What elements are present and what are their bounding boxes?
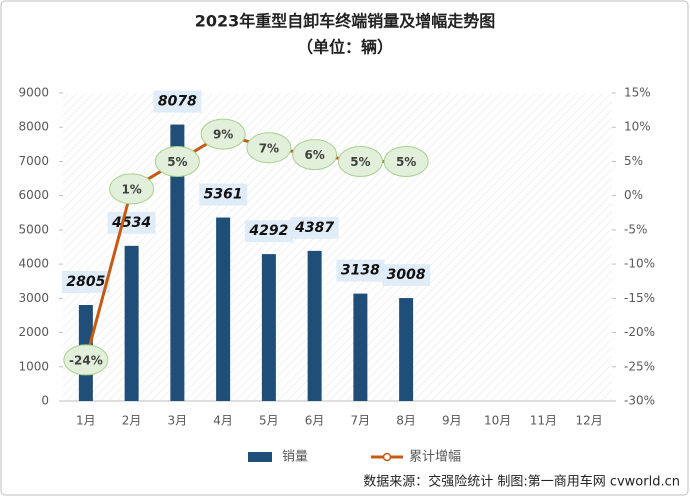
- y2-tick-label: -20%: [624, 325, 655, 339]
- bar-label: 4292: [248, 223, 288, 239]
- legend-marker: [382, 452, 392, 462]
- y2-tick-label: 0%: [624, 188, 643, 202]
- legend-swatch: [248, 452, 272, 462]
- bar-label-bg: [153, 90, 202, 113]
- bar-label: 5361: [204, 187, 243, 203]
- line-label-bg: [200, 118, 246, 150]
- x-tick-label: 5月: [259, 414, 279, 428]
- x-tick-label: 10月: [484, 414, 511, 428]
- bar-label-bg: [382, 264, 431, 287]
- y2-tick-label: -25%: [624, 359, 655, 373]
- line-label-bg: [292, 139, 338, 171]
- bar: [124, 245, 139, 401]
- y-tick-label: 5000: [18, 222, 49, 236]
- bar: [170, 124, 185, 401]
- line-label-bg: [63, 344, 109, 376]
- y2-tick-label: -30%: [624, 394, 655, 408]
- bar-label-bg: [199, 183, 248, 206]
- line-label: -24%: [69, 353, 103, 367]
- x-tick-label: 12月: [575, 414, 602, 428]
- line-label-bg: [383, 145, 429, 177]
- y2-tick-label: -10%: [624, 257, 655, 271]
- y-tick-label: 9000: [18, 86, 49, 100]
- y2-tick-label: 10%: [624, 120, 651, 134]
- x-tick-label: 2月: [122, 414, 142, 428]
- bar-label: 4534: [111, 215, 151, 231]
- plot-area: [63, 93, 612, 401]
- bar-label-bg: [61, 271, 110, 294]
- chart-title: 2023年重型自卸车终端销量及增幅走势图: [195, 12, 496, 31]
- line-label: 9%: [213, 128, 233, 142]
- bar: [353, 293, 368, 401]
- y2-tick-label: 15%: [624, 86, 651, 100]
- line-label: 7%: [259, 141, 279, 155]
- x-tick-label: 3月: [168, 414, 188, 428]
- bar-label: 3138: [341, 263, 380, 279]
- x-tick-label: 8月: [396, 414, 416, 428]
- line-label: 5%: [396, 155, 416, 169]
- y-tick-label: 2000: [18, 325, 49, 339]
- line-label: 6%: [304, 148, 324, 162]
- line-label-bg: [109, 173, 155, 205]
- line-label-bg: [337, 145, 383, 177]
- x-tick-label: 7月: [351, 414, 371, 428]
- x-tick-label: 6月: [305, 414, 325, 428]
- y-tick-label: 4000: [18, 257, 49, 271]
- bar-label-bg: [290, 216, 339, 239]
- y2-tick-label: -5%: [624, 222, 647, 236]
- line-label-bg: [246, 132, 292, 164]
- y-tick-label: 0: [41, 394, 49, 408]
- bar: [216, 217, 231, 401]
- x-tick-label: 1月: [76, 414, 96, 428]
- bar: [399, 298, 414, 401]
- line-label: 1%: [121, 182, 141, 196]
- line-label: 5%: [167, 155, 187, 169]
- y-tick-label: 8000: [18, 120, 49, 134]
- legend-label: 累计增幅: [409, 450, 461, 465]
- x-tick-label: 11月: [530, 414, 557, 428]
- bar-label-bg: [244, 220, 293, 243]
- bar-label: 2805: [66, 274, 105, 290]
- source: 数据来源：交强险统计 制图:第一商用车网 cvworld.cn: [363, 474, 680, 490]
- y2-tick-label: -15%: [624, 291, 655, 305]
- line-label: 5%: [350, 155, 370, 169]
- y-tick-label: 1000: [18, 359, 49, 373]
- bar-label-bg: [336, 259, 385, 282]
- bar-label: 4387: [294, 220, 334, 236]
- y-tick-label: 3000: [18, 291, 49, 305]
- y-tick-label: 6000: [18, 188, 49, 202]
- bar-label: 8078: [158, 94, 197, 110]
- bar-label: 3008: [387, 267, 426, 283]
- y2-tick-label: 5%: [624, 154, 643, 168]
- x-tick-label: 9月: [442, 414, 462, 428]
- x-tick-label: 4月: [213, 414, 233, 428]
- y-tick-label: 7000: [18, 154, 49, 168]
- bar: [307, 250, 322, 401]
- bar: [261, 254, 276, 401]
- line-label-bg: [154, 145, 200, 177]
- legend-label: 销量: [282, 450, 308, 465]
- chart-subtitle: （单位：辆）: [297, 38, 393, 57]
